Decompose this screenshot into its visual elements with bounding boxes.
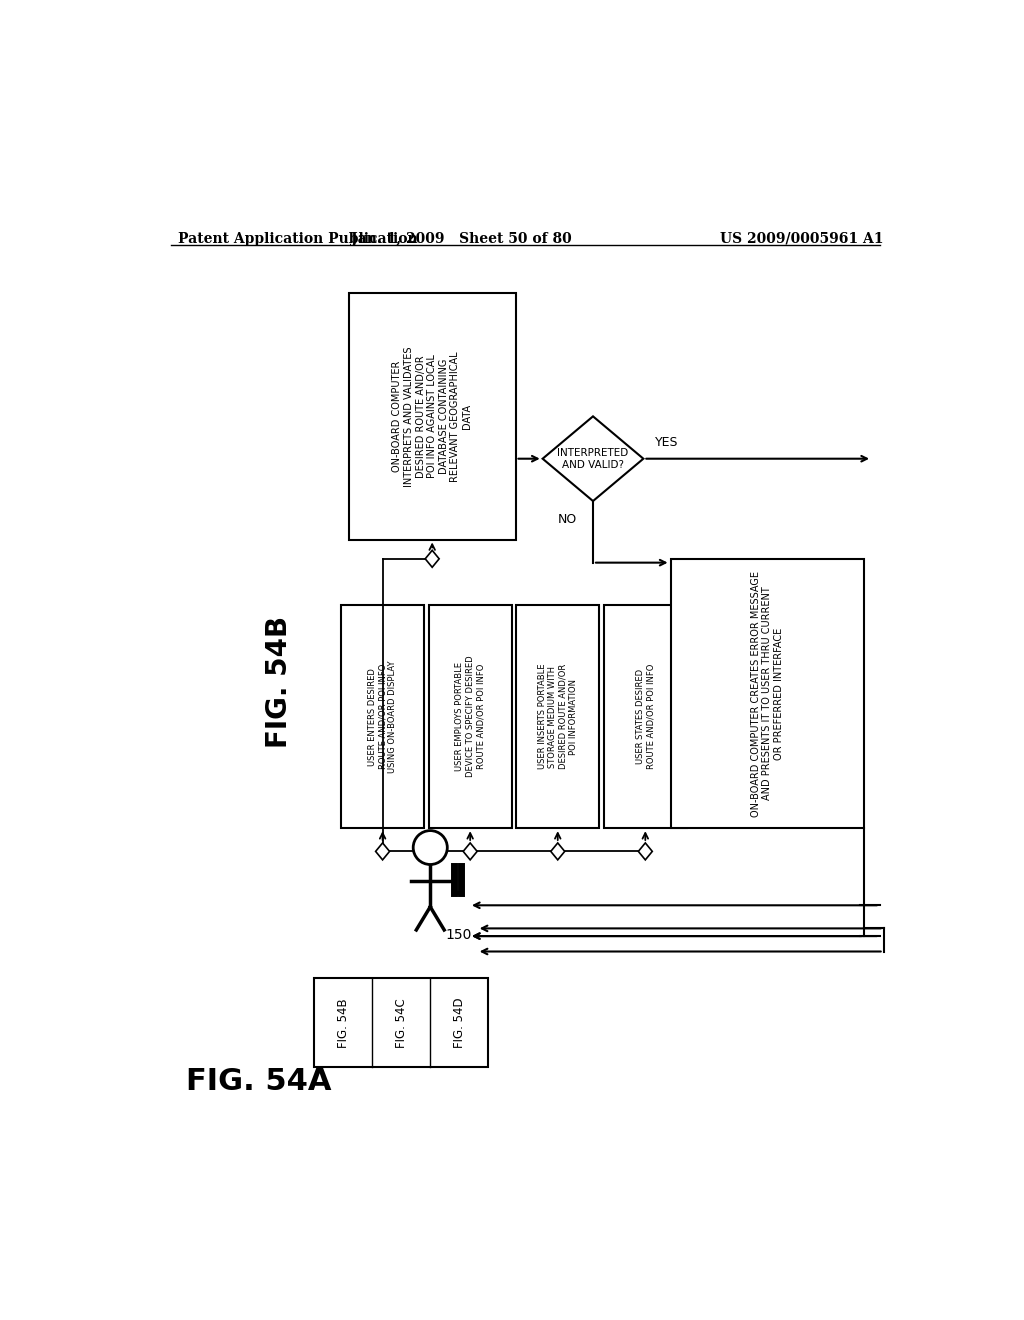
Text: 150: 150 (445, 928, 472, 942)
Text: USER STATES DESIRED
ROUTE AND/OR POI INFO: USER STATES DESIRED ROUTE AND/OR POI INF… (636, 664, 655, 770)
Polygon shape (376, 843, 389, 859)
Text: FIG. 54B: FIG. 54B (265, 616, 293, 748)
Text: ON-BOARD COMPUTER CREATES ERROR MESSAGE
AND PRESENTS IT TO USER THRU CURRENT
OR : ON-BOARD COMPUTER CREATES ERROR MESSAGE … (751, 570, 784, 817)
Bar (516, 605, 599, 829)
Text: INTERPRETED
AND VALID?: INTERPRETED AND VALID? (557, 447, 629, 470)
Text: Jan. 1, 2009   Sheet 50 of 80: Jan. 1, 2009 Sheet 50 of 80 (351, 231, 571, 246)
Bar (671, 558, 864, 829)
Polygon shape (463, 843, 477, 859)
Bar (314, 978, 488, 1067)
Text: YES: YES (655, 437, 679, 449)
Text: USER INSERTS PORTABLE
STORAGE MEDIUM WITH
DESIRED ROUTE AND/OR
POI INFORMATION: USER INSERTS PORTABLE STORAGE MEDIUM WIT… (538, 664, 578, 770)
Text: Patent Application Publication: Patent Application Publication (178, 231, 418, 246)
Bar (604, 605, 687, 829)
Circle shape (414, 830, 447, 865)
Text: US 2009/0005961 A1: US 2009/0005961 A1 (721, 231, 884, 246)
Text: ON-BOARD COMPUTER
INTERPRETS AND VALIDATES
DESIRED ROUTE AND/OR
POI INFO AGAINST: ON-BOARD COMPUTER INTERPRETS AND VALIDAT… (392, 346, 472, 487)
Polygon shape (638, 843, 652, 859)
Text: FIG. 54B: FIG. 54B (337, 998, 349, 1048)
Bar (341, 605, 424, 829)
Text: FIG. 54A: FIG. 54A (186, 1067, 332, 1096)
Polygon shape (543, 416, 643, 502)
Text: USER EMPLOYS PORTABLE
DEVICE TO SPECIFY DESIRED
ROUTE AND/OR POI INFO: USER EMPLOYS PORTABLE DEVICE TO SPECIFY … (456, 656, 485, 777)
Text: USER ENTERS DESIRED
ROUTE AND/OR POI INFO
USING ON-BOARD DISPLAY: USER ENTERS DESIRED ROUTE AND/OR POI INF… (368, 660, 397, 774)
Text: FIG. 54C: FIG. 54C (394, 998, 408, 1048)
Polygon shape (551, 843, 564, 859)
Text: FIG. 54D: FIG. 54D (453, 998, 466, 1048)
Text: NO: NO (558, 512, 578, 525)
Bar (429, 605, 512, 829)
Polygon shape (425, 550, 439, 568)
Bar (349, 293, 515, 540)
